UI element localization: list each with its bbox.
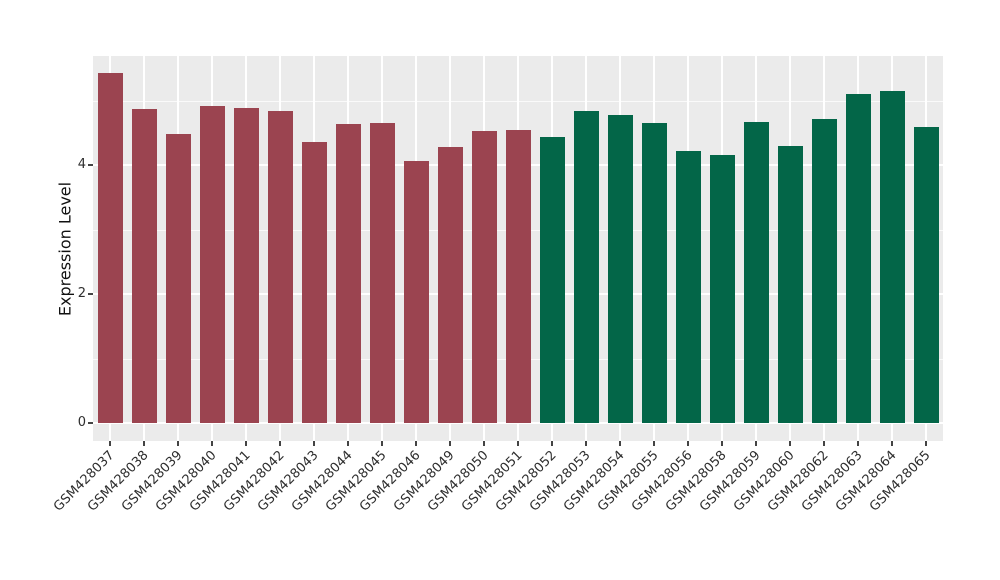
x-tick-mark <box>687 441 689 446</box>
bar-GSM428056 <box>675 151 701 423</box>
x-tick-mark <box>483 441 485 446</box>
x-tick-mark <box>585 441 587 446</box>
bar-GSM428052 <box>539 137 565 423</box>
bar-GSM428040 <box>199 105 225 423</box>
y-axis-tick-label: 2 <box>77 286 86 301</box>
bar-GSM428055 <box>641 123 667 423</box>
y-tick-mark <box>88 422 93 424</box>
y-axis-tick-label: 4 <box>77 157 86 172</box>
bar-GSM428050 <box>471 130 497 423</box>
bar-GSM428054 <box>607 114 633 423</box>
x-tick-mark <box>653 441 655 446</box>
x-tick-mark <box>925 441 927 446</box>
x-tick-mark <box>381 441 383 446</box>
x-tick-mark <box>177 441 179 446</box>
bar-GSM428059 <box>743 122 769 423</box>
bar-GSM428043 <box>301 142 327 423</box>
x-tick-mark <box>789 441 791 446</box>
y-axis-tick-label: 0 <box>77 415 86 430</box>
bar-GSM428051 <box>505 129 531 423</box>
bar-GSM428038 <box>131 108 157 423</box>
x-tick-mark <box>755 441 757 446</box>
bar-GSM428041 <box>233 107 259 423</box>
x-tick-mark <box>721 441 723 446</box>
x-tick-mark <box>313 441 315 446</box>
major-gridline <box>93 422 943 424</box>
bar-GSM428058 <box>709 154 735 423</box>
bar-GSM428063 <box>845 94 871 423</box>
bar-GSM428045 <box>369 123 395 423</box>
bar-GSM428053 <box>573 110 599 423</box>
x-tick-mark <box>551 441 553 446</box>
x-tick-mark <box>823 441 825 446</box>
x-tick-mark <box>143 441 145 446</box>
x-tick-mark <box>891 441 893 446</box>
x-tick-mark <box>245 441 247 446</box>
bar-GSM428042 <box>267 110 293 423</box>
x-tick-mark <box>415 441 417 446</box>
x-tick-mark <box>449 441 451 446</box>
x-tick-mark <box>619 441 621 446</box>
bar-GSM428062 <box>811 118 837 423</box>
x-tick-mark <box>517 441 519 446</box>
x-tick-mark <box>109 441 111 446</box>
x-tick-mark <box>857 441 859 446</box>
x-tick-mark <box>279 441 281 446</box>
bar-GSM428065 <box>913 126 939 423</box>
bar-GSM428046 <box>403 161 429 423</box>
bar-GSM428049 <box>437 146 463 423</box>
bar-GSM428060 <box>777 145 803 423</box>
x-tick-mark <box>347 441 349 446</box>
bar-GSM428064 <box>879 91 905 423</box>
y-tick-mark <box>88 293 93 295</box>
bar-GSM428037 <box>97 73 123 423</box>
bar-GSM428044 <box>335 123 361 423</box>
bar-GSM428039 <box>165 134 191 423</box>
x-tick-mark <box>211 441 213 446</box>
minor-gridline <box>93 100 943 102</box>
y-tick-mark <box>88 164 93 166</box>
